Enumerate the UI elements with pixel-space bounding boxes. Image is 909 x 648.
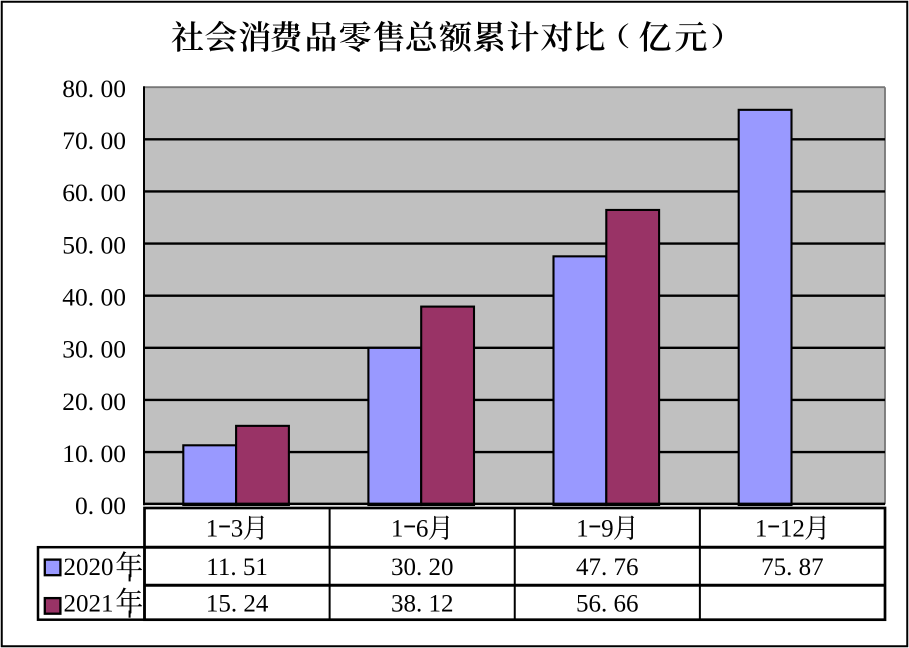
svg-text:3: 3 bbox=[231, 516, 244, 543]
svg-text:56. 66: 56. 66 bbox=[576, 591, 639, 618]
svg-text:40. 00: 40. 00 bbox=[62, 283, 126, 312]
svg-text:2021: 2021 bbox=[64, 591, 114, 618]
svg-text:1: 1 bbox=[755, 516, 768, 543]
svg-text:2020: 2020 bbox=[64, 554, 114, 581]
svg-text:9: 9 bbox=[601, 516, 614, 543]
svg-text:0. 00: 0. 00 bbox=[75, 491, 126, 520]
svg-text:38. 12: 38. 12 bbox=[391, 591, 454, 618]
svg-text:1: 1 bbox=[576, 516, 589, 543]
svg-text:75. 87: 75. 87 bbox=[761, 554, 824, 581]
svg-text:11. 51: 11. 51 bbox=[206, 554, 268, 581]
svg-text:70. 00: 70. 00 bbox=[62, 126, 126, 155]
svg-text:60. 00: 60. 00 bbox=[62, 178, 126, 207]
svg-text:15. 24: 15. 24 bbox=[206, 591, 269, 618]
svg-text:10. 00: 10. 00 bbox=[62, 439, 126, 468]
svg-text:1: 1 bbox=[391, 516, 404, 543]
svg-text:50. 00: 50. 00 bbox=[62, 230, 126, 259]
svg-text:30. 00: 30. 00 bbox=[62, 335, 126, 364]
svg-text:47. 76: 47. 76 bbox=[576, 554, 639, 581]
svg-text:20. 00: 20. 00 bbox=[62, 387, 126, 416]
svg-text:80. 00: 80. 00 bbox=[62, 74, 126, 103]
svg-text:1: 1 bbox=[206, 516, 219, 543]
svg-text:30. 20: 30. 20 bbox=[391, 554, 454, 581]
svg-text:6: 6 bbox=[416, 516, 429, 543]
svg-text:12: 12 bbox=[780, 516, 805, 543]
